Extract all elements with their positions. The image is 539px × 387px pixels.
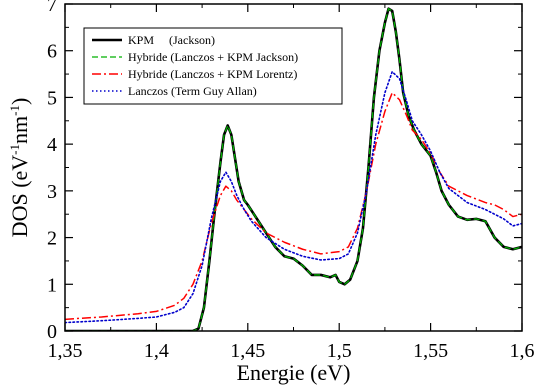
y-tick-label: 2 [47, 228, 57, 250]
legend-box [83, 27, 343, 105]
legend-label: Lanczos (Term Guy Allan) [128, 84, 257, 98]
legend-label: Hybride (Lanczos + KPM Jackson) [128, 50, 298, 64]
x-tick-label: 1,45 [230, 340, 265, 362]
series-line-4 [65, 70, 522, 324]
legend-label: Hybride (Lanczos + KPM Lorentz) [128, 67, 297, 81]
x-axis-title: Energie (eV) [237, 360, 351, 385]
legend: KPM (Jackson) Hybride (Lanczos + KPM Jack… [83, 27, 343, 105]
y-tick-label: 1 [47, 274, 57, 296]
x-tick-label: 1,6 [510, 340, 535, 362]
y-tick-label: 5 [47, 87, 57, 109]
x-tick-label: 1,35 [48, 340, 83, 362]
axis-ticks: 1,35 1,4 1,45 1,5 1,55 1,6 0 1 2 3 4 5 6 7 [47, 0, 535, 362]
y-axis-title: DOS (eV-1nm-1) [7, 98, 32, 238]
series-line-2 [65, 8, 522, 331]
legend-label: KPM (Jackson) [128, 33, 215, 47]
series-line-3 [65, 92, 522, 321]
y-tick-label: 3 [47, 181, 57, 203]
y-tick-label: 6 [47, 41, 57, 63]
y-tick-label: 7 [47, 0, 57, 16]
y-tick-label: 0 [47, 321, 57, 343]
x-tick-label: 1,4 [144, 340, 169, 362]
y-tick-label: 4 [47, 134, 57, 156]
x-tick-label: 1,55 [413, 340, 448, 362]
x-tick-label: 1,5 [327, 340, 352, 362]
series-lines [65, 7, 522, 331]
